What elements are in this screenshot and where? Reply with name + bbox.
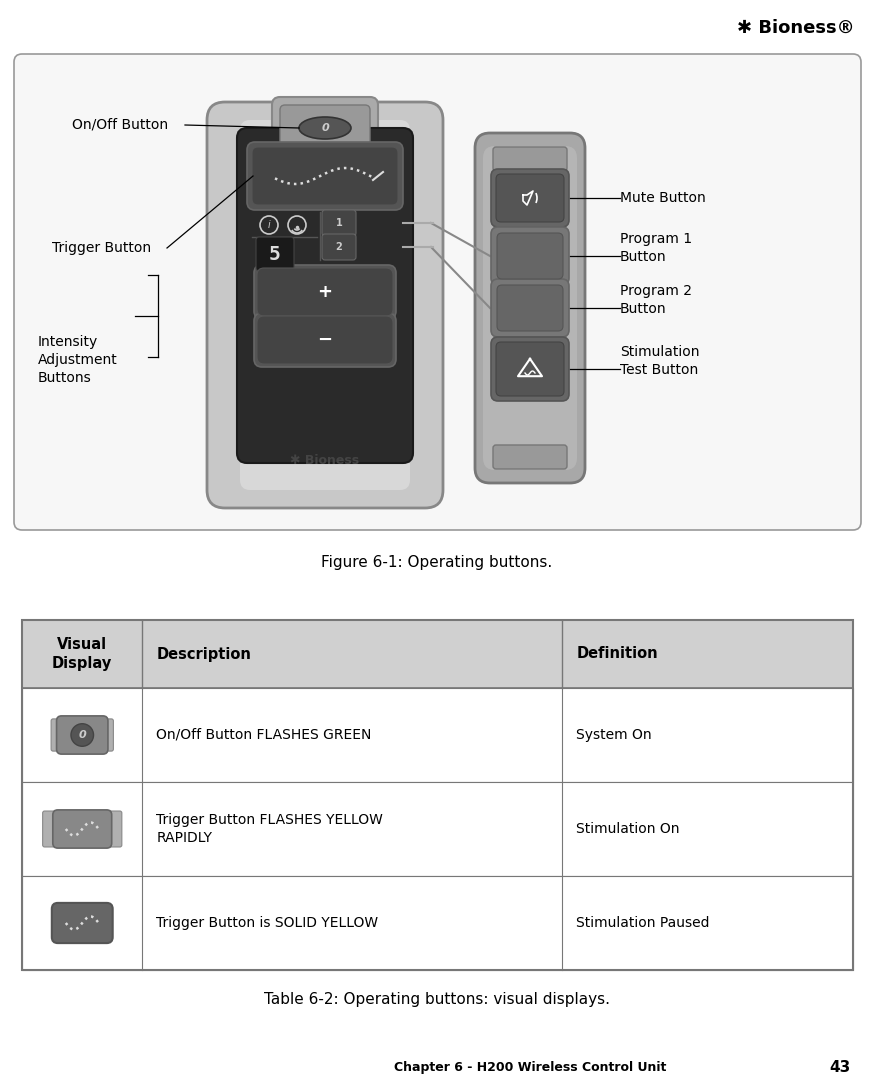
FancyBboxPatch shape [52,810,112,848]
FancyBboxPatch shape [496,174,564,222]
FancyBboxPatch shape [106,811,122,847]
FancyBboxPatch shape [322,234,356,261]
FancyBboxPatch shape [491,337,569,401]
FancyBboxPatch shape [491,227,569,284]
Text: Trigger Button: Trigger Button [52,241,151,255]
FancyBboxPatch shape [57,716,108,754]
FancyBboxPatch shape [475,133,585,483]
Text: Table 6-2: Operating buttons: visual displays.: Table 6-2: Operating buttons: visual dis… [264,992,610,1007]
Text: System On: System On [576,728,652,742]
FancyBboxPatch shape [491,279,569,337]
Text: Trigger Button FLASHES YELLOW
RAPIDLY: Trigger Button FLASHES YELLOW RAPIDLY [157,813,383,845]
FancyBboxPatch shape [496,342,564,396]
FancyBboxPatch shape [52,903,113,943]
Circle shape [71,724,94,747]
Ellipse shape [299,117,351,140]
FancyBboxPatch shape [497,233,563,279]
Text: On/Off Button: On/Off Button [72,118,168,132]
FancyBboxPatch shape [97,719,114,751]
Text: Chapter 6 - H200 Wireless Control Unit: Chapter 6 - H200 Wireless Control Unit [394,1062,666,1075]
FancyBboxPatch shape [254,265,396,319]
Text: 0: 0 [321,123,329,133]
Text: Figure 6-1: Operating buttons.: Figure 6-1: Operating buttons. [321,555,553,570]
Text: Program 2
Button: Program 2 Button [620,284,692,316]
FancyBboxPatch shape [257,316,393,364]
Text: 2: 2 [336,242,342,252]
FancyBboxPatch shape [272,97,378,158]
Text: Description: Description [157,646,251,662]
FancyBboxPatch shape [280,105,370,150]
FancyBboxPatch shape [51,719,67,751]
Text: ✱ Bioness®: ✱ Bioness® [738,19,855,37]
Text: i: i [268,220,270,230]
FancyBboxPatch shape [252,147,398,205]
FancyBboxPatch shape [257,268,393,316]
Text: +: + [318,283,332,301]
FancyBboxPatch shape [254,313,396,367]
Text: Stimulation On: Stimulation On [576,822,680,836]
Text: Stimulation
Test Button: Stimulation Test Button [620,346,699,377]
Text: 5: 5 [270,244,281,264]
Text: Mute Button: Mute Button [620,191,706,205]
Text: Visual
Display: Visual Display [52,638,112,670]
FancyBboxPatch shape [493,445,567,469]
Text: −: − [318,331,332,349]
FancyBboxPatch shape [43,811,59,847]
FancyBboxPatch shape [256,237,294,271]
FancyBboxPatch shape [240,120,410,490]
Text: Trigger Button is SOLID YELLOW: Trigger Button is SOLID YELLOW [157,916,379,930]
FancyBboxPatch shape [14,54,861,530]
Text: Stimulation Paused: Stimulation Paused [576,916,710,930]
Bar [22,782,853,876]
FancyBboxPatch shape [207,102,443,508]
FancyBboxPatch shape [483,146,577,470]
Text: ✱ Bioness: ✱ Bioness [290,453,360,467]
Text: 0: 0 [79,730,86,740]
FancyBboxPatch shape [322,210,356,237]
Text: Definition: Definition [576,646,658,662]
Text: 43: 43 [830,1061,850,1076]
FancyBboxPatch shape [497,284,563,331]
Text: On/Off Button FLASHES GREEN: On/Off Button FLASHES GREEN [157,728,372,742]
FancyBboxPatch shape [491,169,569,227]
Text: Intensity
Adjustment
Buttons: Intensity Adjustment Buttons [38,335,118,386]
Bar [22,620,853,688]
Bar [22,620,853,970]
FancyBboxPatch shape [493,147,567,171]
Text: Program 1
Button: Program 1 Button [620,232,692,264]
FancyBboxPatch shape [247,142,403,210]
Text: 1: 1 [336,218,342,228]
Bar [22,688,853,782]
Bar [22,876,853,970]
FancyBboxPatch shape [237,128,413,463]
